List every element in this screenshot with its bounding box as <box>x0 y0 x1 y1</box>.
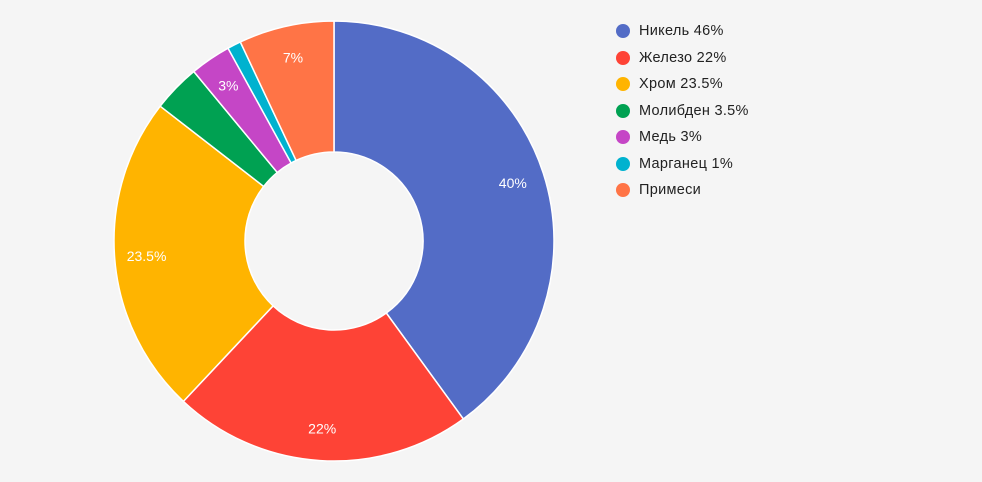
slice-label-1: 22% <box>308 421 336 437</box>
legend-item-4[interactable]: Медь 3% <box>616 124 749 151</box>
legend-label-5: Марганец 1% <box>639 155 734 172</box>
slice-2[interactable] <box>113 105 275 403</box>
legend-swatch-5 <box>616 156 630 171</box>
legend-swatch-6 <box>616 183 630 198</box>
slice-label-4: 3% <box>218 78 238 94</box>
legend-item-2[interactable]: Хром 23.5% <box>616 71 749 98</box>
legend-label-0: Никель 46% <box>639 23 724 40</box>
legend-item-3[interactable]: Молибден 3.5% <box>616 98 749 125</box>
slices <box>113 20 555 462</box>
legend-item-6[interactable]: Примеси <box>616 177 749 204</box>
legend-swatch-1 <box>616 50 630 65</box>
legend-label-6: Примеси <box>639 182 702 199</box>
legend-item-5[interactable]: Марганец 1% <box>616 151 749 178</box>
legend-label-1: Железо 22% <box>639 49 727 66</box>
legend-swatch-2 <box>616 77 630 92</box>
legend-label-3: Молибден 3.5% <box>639 102 749 119</box>
slice-labels: 40% 22% 23.5% 3% 7% <box>127 50 527 437</box>
legend-item-0[interactable]: Никель 46% <box>616 18 749 45</box>
slice-label-6: 7% <box>283 50 303 66</box>
legend-item-1[interactable]: Железо 22% <box>616 45 749 72</box>
slice-0[interactable] <box>333 20 555 421</box>
slice-1[interactable] <box>182 304 465 462</box>
legend: Никель 46% Железо 22% Хром 23.5% Молибден 3… <box>616 18 749 204</box>
legend-swatch-0 <box>616 24 630 39</box>
slice-label-0: 40% <box>499 175 527 191</box>
legend-swatch-3 <box>616 103 630 118</box>
slice-6[interactable] <box>239 20 335 162</box>
slice-label-2: 23.5% <box>127 248 167 264</box>
legend-swatch-4 <box>616 130 630 145</box>
legend-label-4: Медь 3% <box>639 129 703 146</box>
legend-label-2: Хром 23.5% <box>639 76 723 93</box>
